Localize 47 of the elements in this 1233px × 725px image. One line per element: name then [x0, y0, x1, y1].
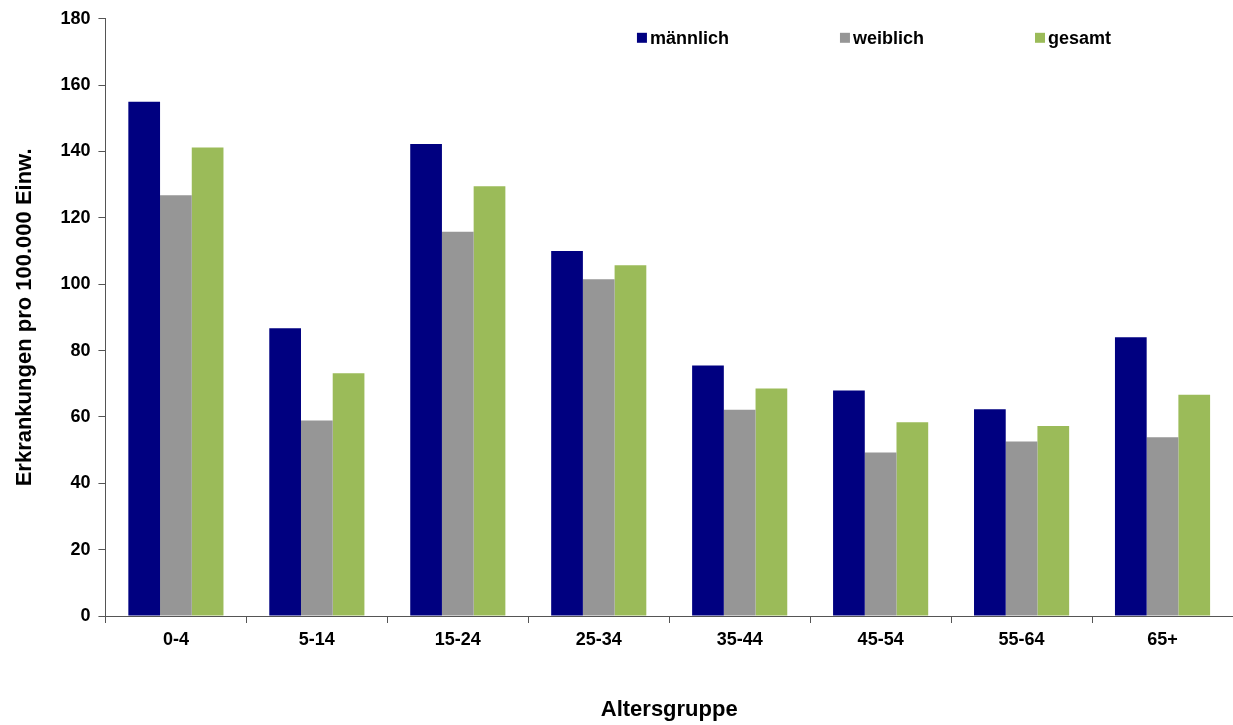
bar [864, 452, 897, 616]
y-tick-label: 160 [60, 74, 91, 95]
legend-label: männlich [649, 27, 729, 48]
bar [755, 388, 788, 616]
bar [1178, 394, 1211, 616]
bar [1037, 425, 1070, 616]
bar [301, 420, 333, 616]
bar [723, 409, 756, 616]
bar [1114, 337, 1147, 616]
bar [1146, 437, 1179, 616]
bar [160, 195, 192, 616]
bar [974, 409, 1006, 616]
x-tick-label: 15-24 [434, 628, 481, 649]
x-tick-label: 65+ [1147, 628, 1178, 649]
x-tick-label: 35-44 [716, 628, 763, 649]
bar [441, 231, 474, 616]
y-tick-label: 20 [70, 538, 91, 559]
bar [692, 365, 724, 616]
bar [896, 422, 929, 616]
bar [410, 143, 442, 616]
bar [128, 101, 161, 616]
y-tick-label: 40 [70, 472, 91, 493]
bar [1005, 441, 1038, 616]
bar [551, 251, 583, 616]
bar [614, 265, 647, 616]
x-tick-label: 25-34 [575, 628, 622, 649]
y-tick-label: 120 [60, 206, 91, 227]
x-tick-label: 55-64 [998, 628, 1045, 649]
bar [582, 279, 615, 616]
legend-label: weiblich [851, 27, 924, 48]
bar [332, 373, 365, 616]
y-tick-label: 80 [70, 339, 91, 360]
y-tick-label: 100 [60, 273, 91, 294]
x-tick-label: 0-4 [162, 628, 189, 649]
x-axis-title: Altersgruppe [600, 695, 738, 721]
legend-label: gesamt [1047, 27, 1112, 48]
bar [269, 328, 301, 616]
y-tick-label: 180 [60, 7, 91, 28]
x-tick-label: 45-54 [857, 628, 904, 649]
bar [833, 390, 865, 616]
y-tick-label: 140 [60, 140, 91, 161]
y-tick-label: 0 [80, 604, 91, 625]
x-tick-label: 5-14 [298, 628, 335, 649]
y-tick-label: 60 [70, 405, 91, 426]
bar [473, 186, 506, 616]
y-axis-title: Erkrankungen pro 100.000 Einw. [11, 148, 37, 487]
bar [191, 147, 224, 616]
